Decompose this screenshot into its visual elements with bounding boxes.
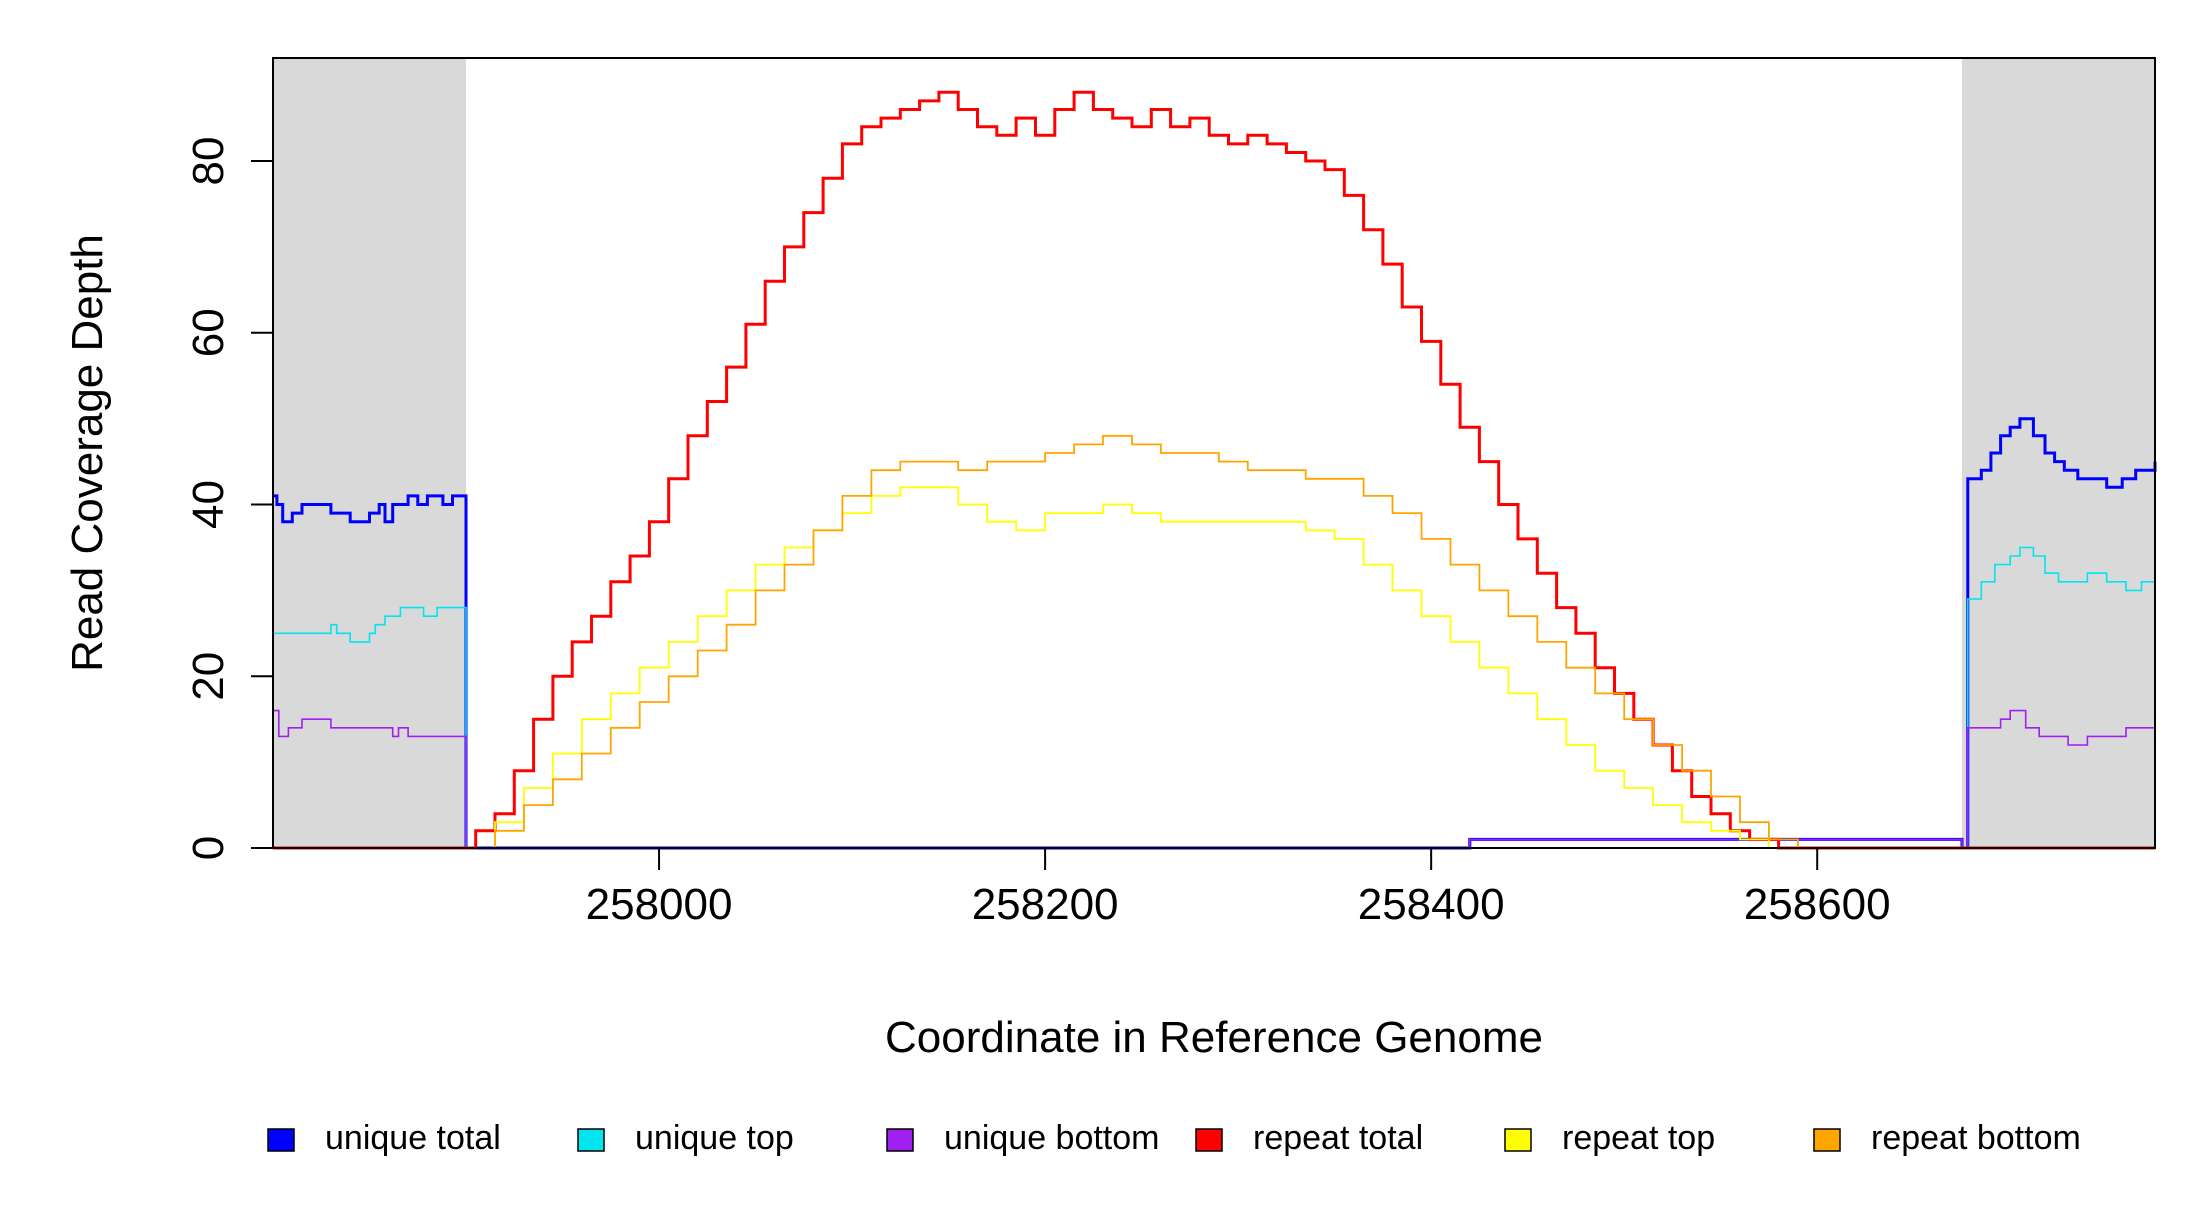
y-tick-label: 60: [184, 308, 233, 357]
legend-swatch: [1195, 1128, 1223, 1152]
x-tick-label: 258400: [1358, 880, 1505, 929]
legend-label: unique total: [325, 1119, 501, 1157]
axes: 258000 258200 258400 258600 0 20 40 60 80: [184, 137, 1891, 929]
shaded-region-0: [273, 58, 467, 848]
y-axis-label: Read Coverage Depth: [63, 234, 112, 672]
legend-swatch: [1504, 1128, 1532, 1152]
legend-label: unique bottom: [944, 1119, 1160, 1157]
x-axis-label: Coordinate in Reference Genome: [885, 1013, 1543, 1062]
y-tick-label: 80: [184, 137, 233, 186]
y-tick-label: 0: [184, 836, 233, 860]
legend-swatch: [577, 1128, 605, 1152]
y-tick-label: 20: [184, 652, 233, 701]
series-line-unique-top: [273, 546, 2155, 849]
legend-label: repeat bottom: [1871, 1119, 2081, 1157]
plot-frame: [272, 57, 2156, 849]
legend-label: repeat top: [1562, 1119, 1715, 1157]
series-line-unique-total: [273, 417, 2157, 850]
y-tick-label: 40: [184, 480, 233, 529]
series-line-repeat-top: [273, 486, 2155, 849]
series-line-repeat-bottom: [273, 434, 2155, 849]
x-tick-label: 258600: [1744, 880, 1891, 929]
legend-label: unique top: [635, 1119, 794, 1157]
legend-swatch: [1813, 1128, 1841, 1152]
series-line-unique-bottom: [273, 709, 2155, 849]
x-tick-label: 258200: [972, 880, 1119, 929]
series-lines: [273, 90, 2157, 850]
legend-swatch: [886, 1128, 914, 1152]
legend-label: repeat total: [1253, 1119, 1423, 1157]
series-line-repeat-total: [273, 90, 2155, 850]
x-tick-label: 258000: [586, 880, 733, 929]
legend-swatch: [267, 1128, 295, 1152]
shaded-regions: [273, 58, 2155, 848]
legend: unique total unique top unique bottom repea…: [267, 1119, 2081, 1157]
